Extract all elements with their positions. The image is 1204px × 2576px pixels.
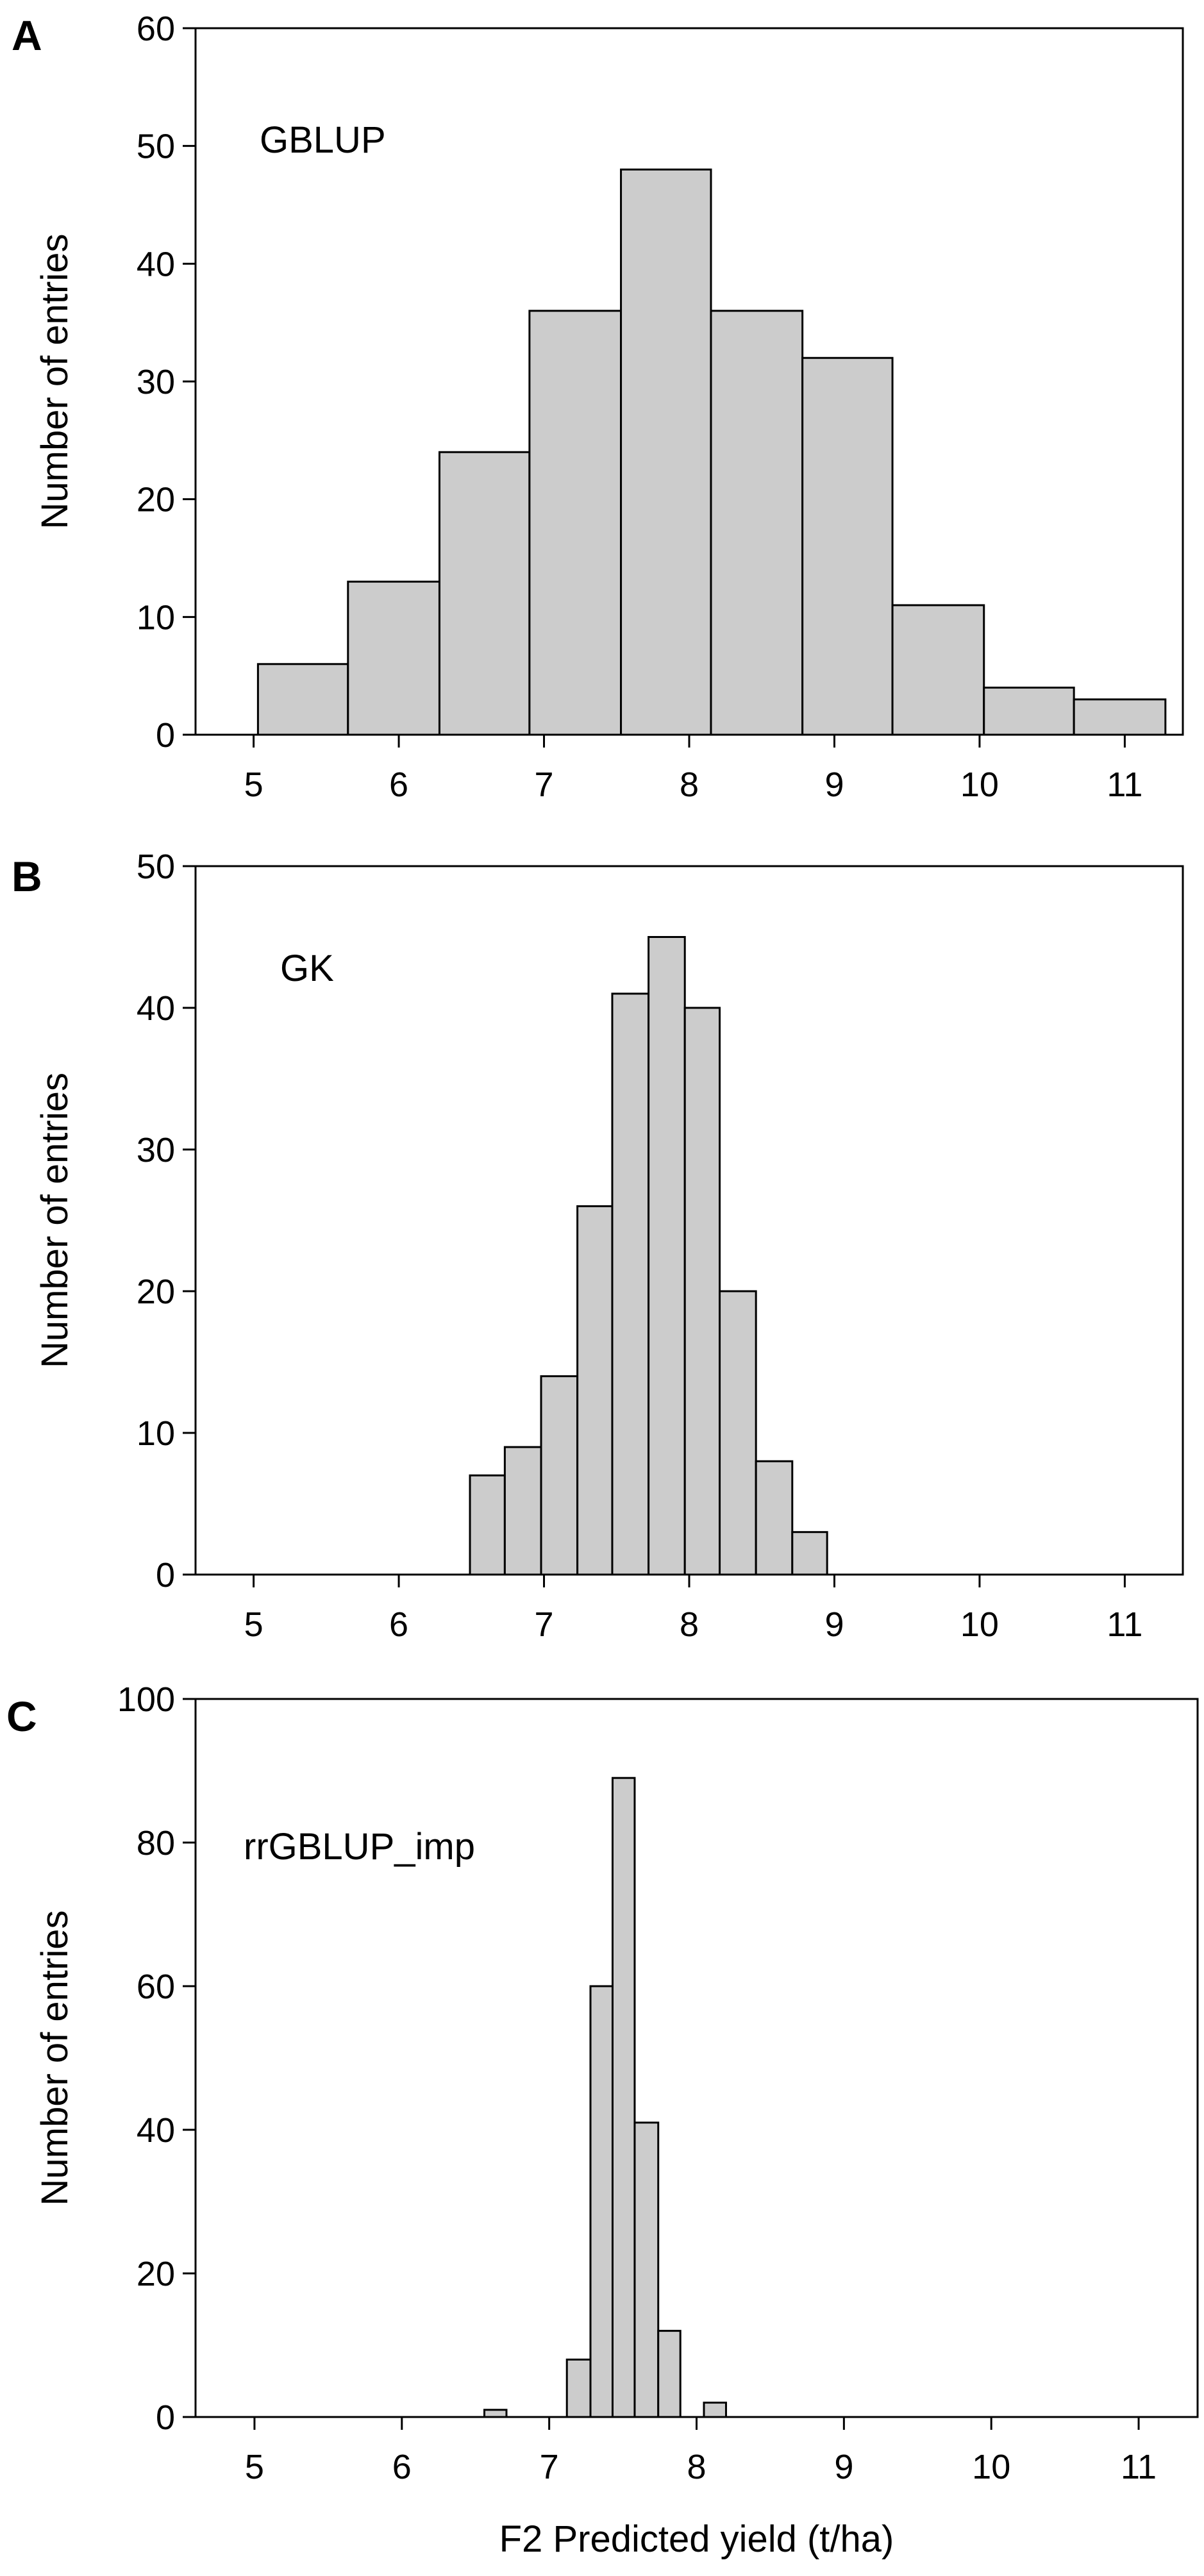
x-tick-label: 11 <box>1107 1605 1142 1644</box>
x-tick-label: 7 <box>535 765 554 804</box>
model-label: GK <box>280 948 334 989</box>
histogram-bar <box>611 1777 636 2418</box>
x-tick-label: 8 <box>680 765 699 804</box>
x-tick-label: 7 <box>540 2448 559 2486</box>
histogram-bar <box>620 168 712 736</box>
y-axis-label: Number of entries <box>34 1911 76 2206</box>
y-tick-label: 10 <box>137 598 175 637</box>
histogram-bar <box>755 1460 794 1576</box>
histogram-bar <box>483 2409 508 2418</box>
x-tick-label: 7 <box>535 1605 554 1644</box>
histogram-bar <box>589 1985 614 2418</box>
x-tick-label: 11 <box>1107 765 1142 804</box>
panel-a: 0 10 20 30 40 50 60 5 6 7 8 9 10 11 Number of entries A… <box>12 10 1184 804</box>
histogram-bar <box>633 2121 660 2418</box>
panel-letter: B <box>12 853 42 900</box>
y-tick-label: 60 <box>137 10 175 48</box>
x-tick-label: 5 <box>244 765 263 804</box>
model-label: rrGBLUP_imp <box>244 1826 475 1868</box>
y-tick-label: 20 <box>137 1273 175 1311</box>
histogram-bar <box>347 580 440 736</box>
x-tick-label: 11 <box>1121 2448 1157 2486</box>
y-tick-label: 80 <box>137 1824 175 1862</box>
plot-frame <box>194 1698 1199 2418</box>
x-tick-label: 6 <box>389 765 408 804</box>
histogram-bar <box>801 356 894 736</box>
x-tick-label: 9 <box>824 765 844 804</box>
x-tick-label: 5 <box>245 2448 264 2486</box>
histogram-bar <box>791 1531 828 1576</box>
histogram-bar <box>576 1205 614 1576</box>
panel-letter: A <box>12 12 42 59</box>
panel-b: 0 10 20 30 40 50 5 6 7 8 9 10 11 Number of entries B GK <box>12 848 1184 1644</box>
histogram-bar <box>719 1290 757 1576</box>
x-tick-label: 6 <box>389 1605 408 1644</box>
x-tick-label: 9 <box>834 2448 853 2486</box>
histogram-bar <box>438 451 531 736</box>
x-tick-label: 10 <box>972 2448 1010 2486</box>
y-axis-label: Number of entries <box>34 1073 76 1368</box>
histogram-bar <box>983 687 1075 736</box>
y-tick-label: 30 <box>137 363 175 401</box>
y-tick-label: 40 <box>137 245 175 283</box>
x-tick-label: 10 <box>960 1605 999 1644</box>
y-tick-label: 40 <box>137 989 175 1028</box>
y-tick-label: 40 <box>137 2111 175 2150</box>
y-tick-label: 100 <box>117 1680 175 1719</box>
y-tick-label: 0 <box>156 716 175 755</box>
histogram-bar <box>648 936 686 1576</box>
panel-letter: C <box>6 1693 37 1740</box>
y-tick-label: 0 <box>156 2398 175 2437</box>
x-tick-label: 9 <box>824 1605 844 1644</box>
x-tick-label: 10 <box>960 765 999 804</box>
x-tick-label: 8 <box>687 2448 706 2486</box>
y-tick-label: 10 <box>137 1414 175 1453</box>
y-tick-label: 30 <box>137 1131 175 1169</box>
y-axis-label: Number of entries <box>34 234 76 530</box>
x-tick-label: 8 <box>680 1605 699 1644</box>
y-tick-label: 20 <box>137 2255 175 2293</box>
x-axis-label: F2 Predicted yield (t/ha) <box>499 2518 894 2560</box>
x-tick-label: 5 <box>244 1605 263 1644</box>
histogram-bar <box>611 992 650 1576</box>
y-tick-label: 50 <box>137 128 175 166</box>
histogram-bar <box>540 1375 579 1576</box>
histogram-bar <box>565 2358 592 2418</box>
y-tick-label: 0 <box>156 1556 175 1594</box>
histogram-bar <box>891 604 985 736</box>
panel-c: 0 20 40 60 80 100 5 6 7 8 9 10 11 Number of entries F2… <box>6 1680 1199 2560</box>
y-tick-label: 50 <box>137 848 175 886</box>
histogram-bar <box>503 1446 542 1576</box>
histogram-bar <box>710 310 804 736</box>
histogram-bar <box>256 663 349 736</box>
y-tick-label: 60 <box>137 1968 175 2006</box>
histogram-bar <box>528 310 623 736</box>
x-tick-label: 6 <box>392 2448 412 2486</box>
histogram-bar <box>657 2330 681 2418</box>
histogram-bar <box>469 1474 506 1576</box>
histogram-bar <box>683 1007 721 1576</box>
y-tick-label: 20 <box>137 481 175 519</box>
model-label: GBLUP <box>260 119 386 161</box>
histogram-bar <box>1073 698 1167 736</box>
histogram-bar <box>703 2402 727 2418</box>
